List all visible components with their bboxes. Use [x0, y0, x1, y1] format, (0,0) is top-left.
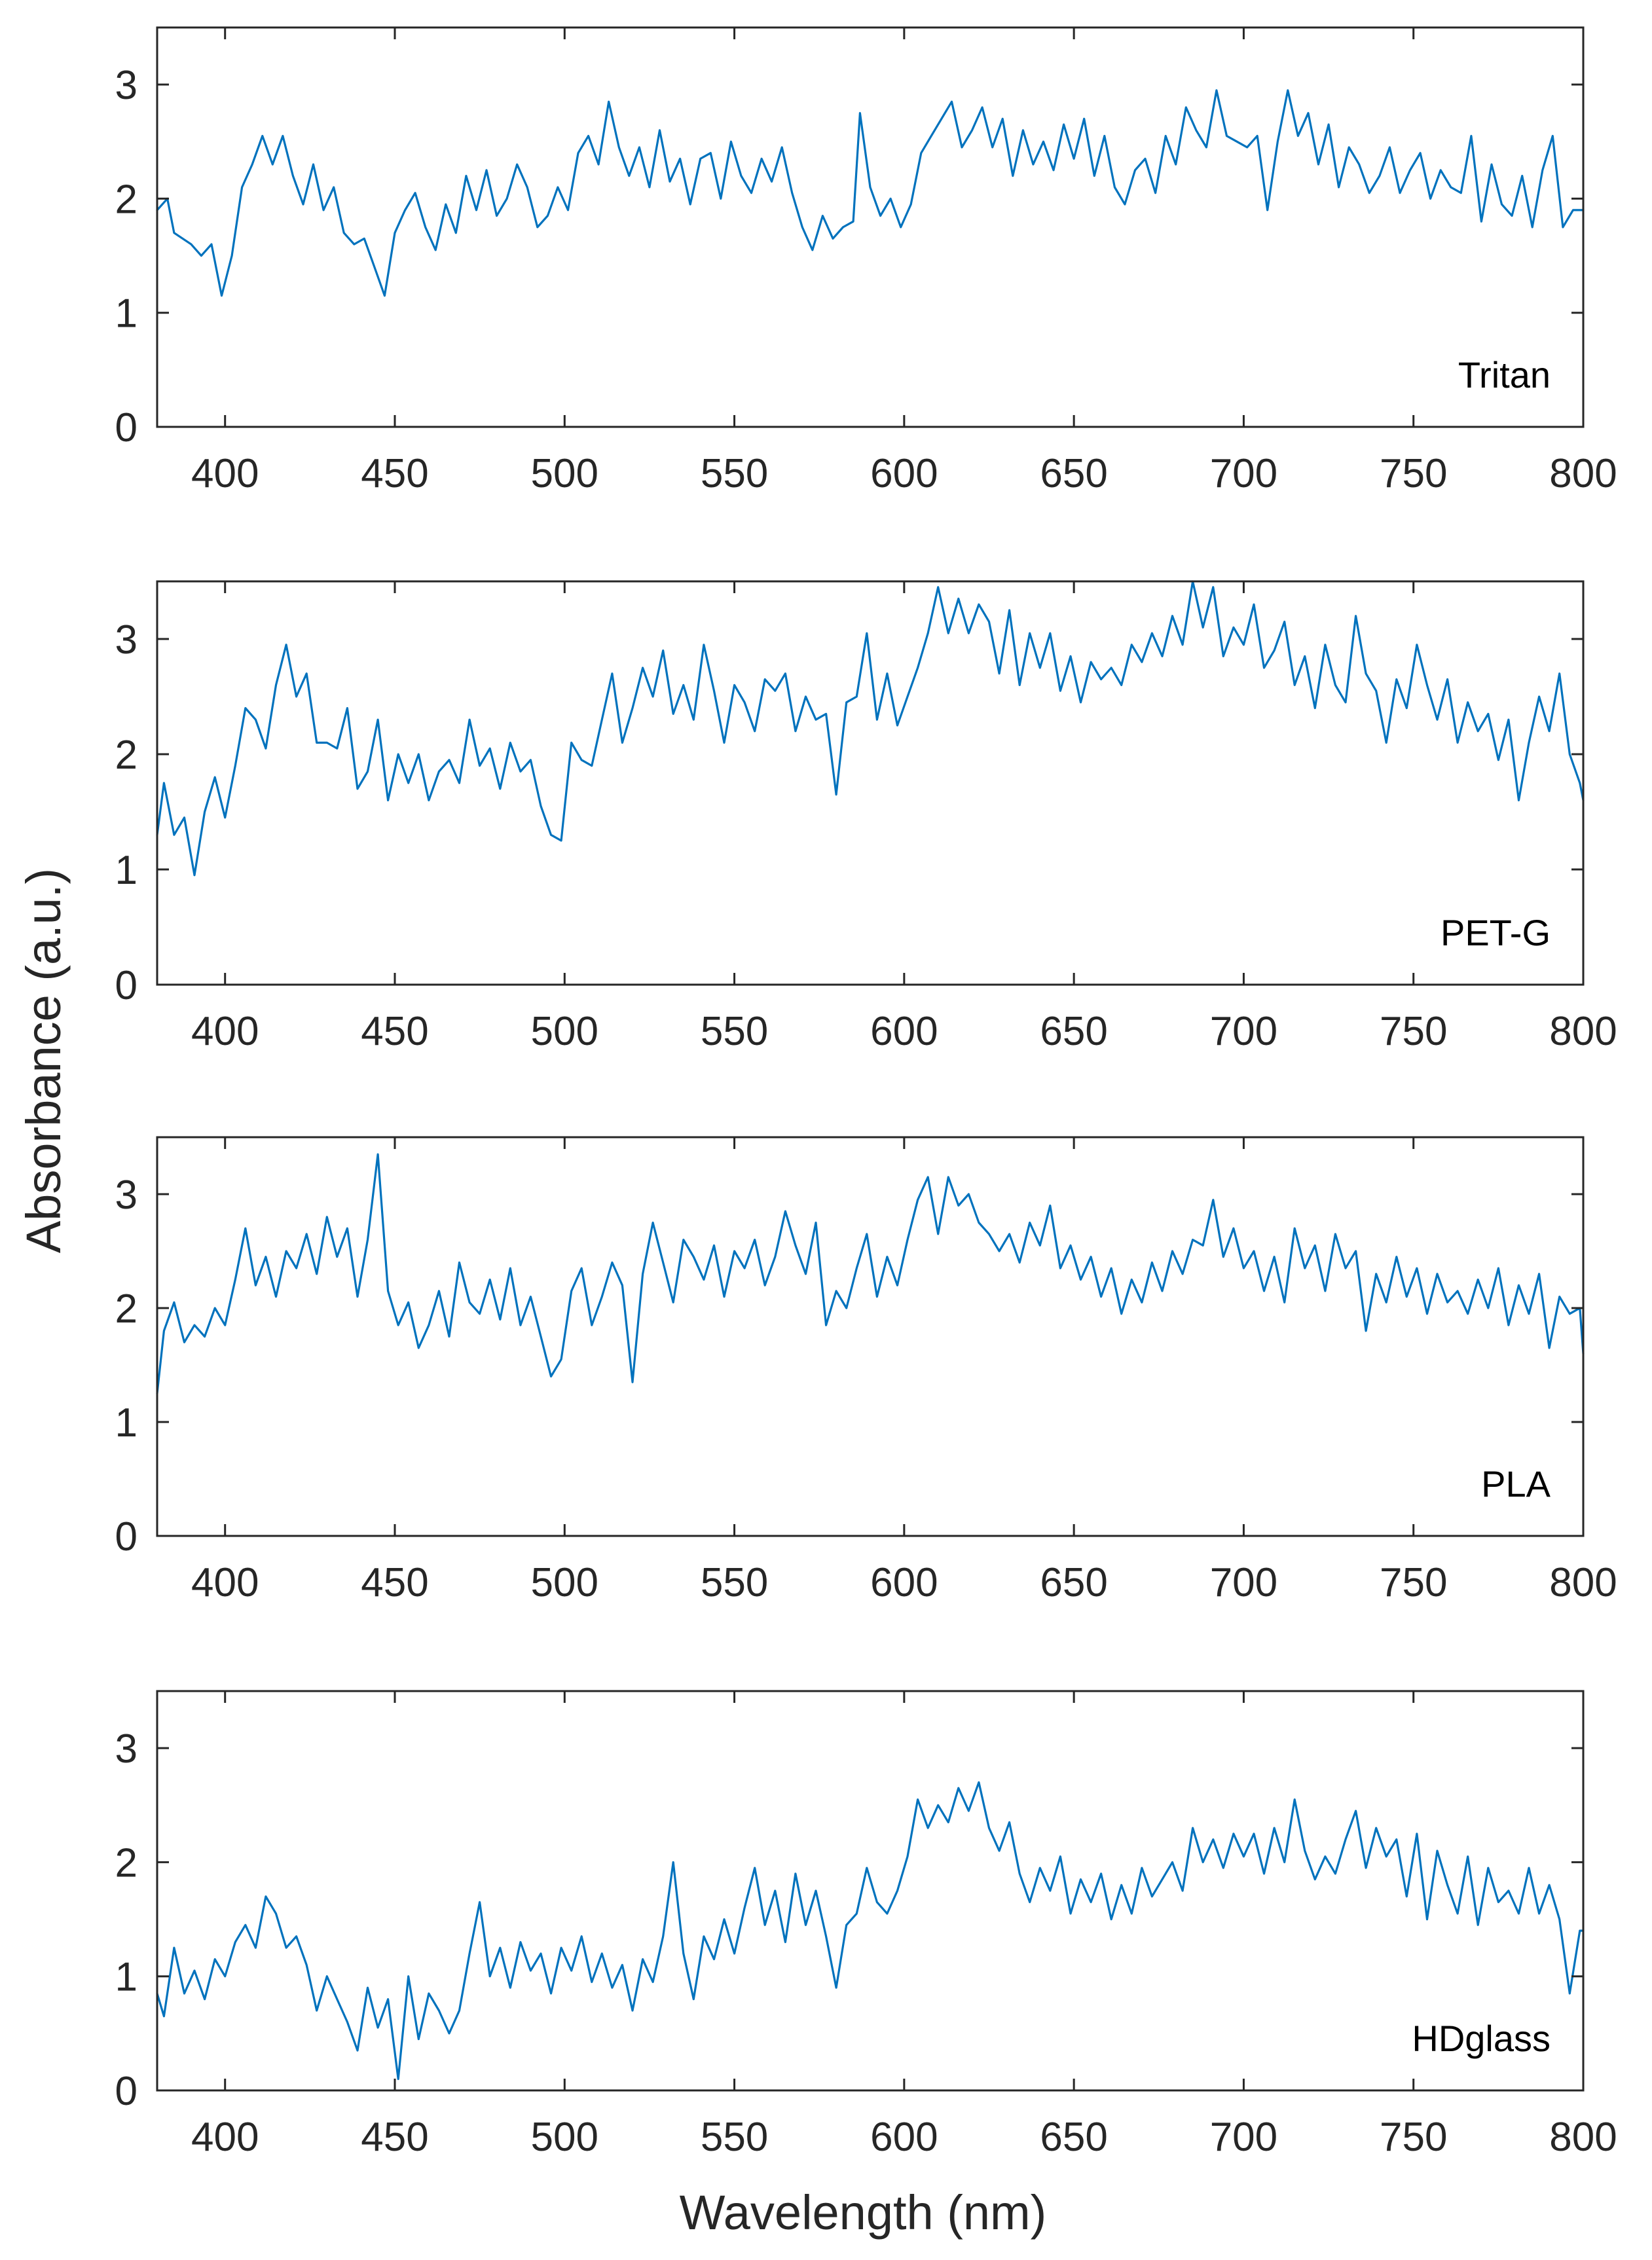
- x-tick-label: 600: [870, 1560, 938, 1605]
- y-tick-label: 2: [115, 1286, 138, 1332]
- x-tick-label: 400: [191, 1009, 259, 1054]
- y-tick-label: 3: [115, 63, 138, 108]
- y-tick-label: 1: [115, 291, 138, 337]
- y-tick-label: 0: [115, 405, 138, 450]
- x-tick-label: 400: [191, 1560, 259, 1605]
- axis-box: [156, 1136, 1585, 1537]
- x-tick-label: 500: [531, 1009, 598, 1054]
- x-tick-label: 650: [1040, 2115, 1107, 2160]
- panel-label: Tritan: [1458, 354, 1551, 395]
- x-tick-label: 650: [1040, 1009, 1107, 1054]
- y-tick-label: 1: [115, 848, 138, 893]
- panels: 400 450 500 550 600 650 700 750 8000123Tritan400…: [115, 26, 1617, 2160]
- x-tick-label: 700: [1210, 2115, 1277, 2160]
- series-line: [156, 1153, 1585, 1395]
- x-tick-label: 550: [701, 1560, 768, 1605]
- panel-pla: 400 450 500 550 600 650 700 750 800 0 1 2 3 PLA: [115, 1136, 1617, 1605]
- x-tick-label: 600: [870, 1009, 938, 1054]
- x-tick-label: 700: [1210, 451, 1277, 496]
- x-tick-label: 450: [361, 451, 428, 496]
- x-tick-label: 750: [1380, 1009, 1447, 1054]
- x-tick-label: 450: [361, 1560, 428, 1605]
- series-line: [156, 580, 1585, 877]
- x-tick-label: 800: [1549, 2115, 1617, 2160]
- x-tick-label: 800: [1549, 451, 1617, 496]
- x-tick-label: 450: [361, 1009, 428, 1054]
- panel-label: HDglass: [1412, 2018, 1551, 2059]
- x-tick-label: 800: [1549, 1560, 1617, 1605]
- axis-box: [156, 580, 1585, 986]
- y-tick-label: 3: [115, 617, 138, 663]
- x-tick-label: 750: [1380, 2115, 1447, 2160]
- x-tick-label: 750: [1380, 451, 1447, 496]
- x-tick-label: 700: [1210, 1560, 1277, 1605]
- x-tick-label: 550: [701, 2115, 768, 2160]
- x-tick-label: 450: [361, 2115, 428, 2160]
- x-tick-label: 600: [870, 451, 938, 496]
- y-tick-label: 2: [115, 733, 138, 778]
- y-tick-label: 1: [115, 1955, 138, 2000]
- axis-box: [156, 26, 1585, 428]
- y-tick-label: 0: [115, 1514, 138, 1559]
- x-tick-label: 400: [191, 451, 259, 496]
- panel-hdglass: 400 450 500 550 600 650 700 750 800 0 1 2 3 HDglass: [115, 1690, 1617, 2160]
- x-tick-label: 650: [1040, 451, 1107, 496]
- x-tick-label: 550: [701, 1009, 768, 1054]
- y-tick-label: 0: [115, 2069, 138, 2114]
- x-axis-title: Wavelength (nm): [680, 2185, 1047, 2240]
- y-axis-title: Absorbance (a.u.): [16, 868, 71, 1253]
- panel-label: PLA: [1481, 1463, 1551, 1504]
- series-line: [156, 1781, 1585, 2081]
- axis-box: [156, 1690, 1585, 2092]
- y-tick-label: 1: [115, 1400, 138, 1446]
- x-tick-label: 500: [531, 1560, 598, 1605]
- y-tick-label: 2: [115, 177, 138, 222]
- y-tick-label: 2: [115, 1840, 138, 1886]
- panel-label: PET-G: [1441, 912, 1551, 953]
- x-tick-label: 800: [1549, 1009, 1617, 1054]
- x-tick-label: 500: [531, 451, 598, 496]
- panel-pet-g: 400 450 500 550 600 650 700 750 800 0 1 2 3 PET-G: [115, 580, 1617, 1054]
- panel-tritan: 400 450 500 550 600 650 700 750 800 0 1 2 3 Tritan: [115, 26, 1617, 496]
- x-tick-label: 500: [531, 2115, 598, 2160]
- y-tick-label: 3: [115, 1726, 138, 1772]
- y-tick-label: 0: [115, 963, 138, 1008]
- x-tick-label: 600: [870, 2115, 938, 2160]
- x-tick-label: 650: [1040, 1560, 1107, 1605]
- y-tick-label: 3: [115, 1173, 138, 1218]
- x-tick-label: 400: [191, 2115, 259, 2160]
- x-tick-label: 550: [701, 451, 768, 496]
- series-line: [156, 89, 1585, 297]
- x-tick-label: 700: [1210, 1009, 1277, 1054]
- x-tick-label: 750: [1380, 1560, 1447, 1605]
